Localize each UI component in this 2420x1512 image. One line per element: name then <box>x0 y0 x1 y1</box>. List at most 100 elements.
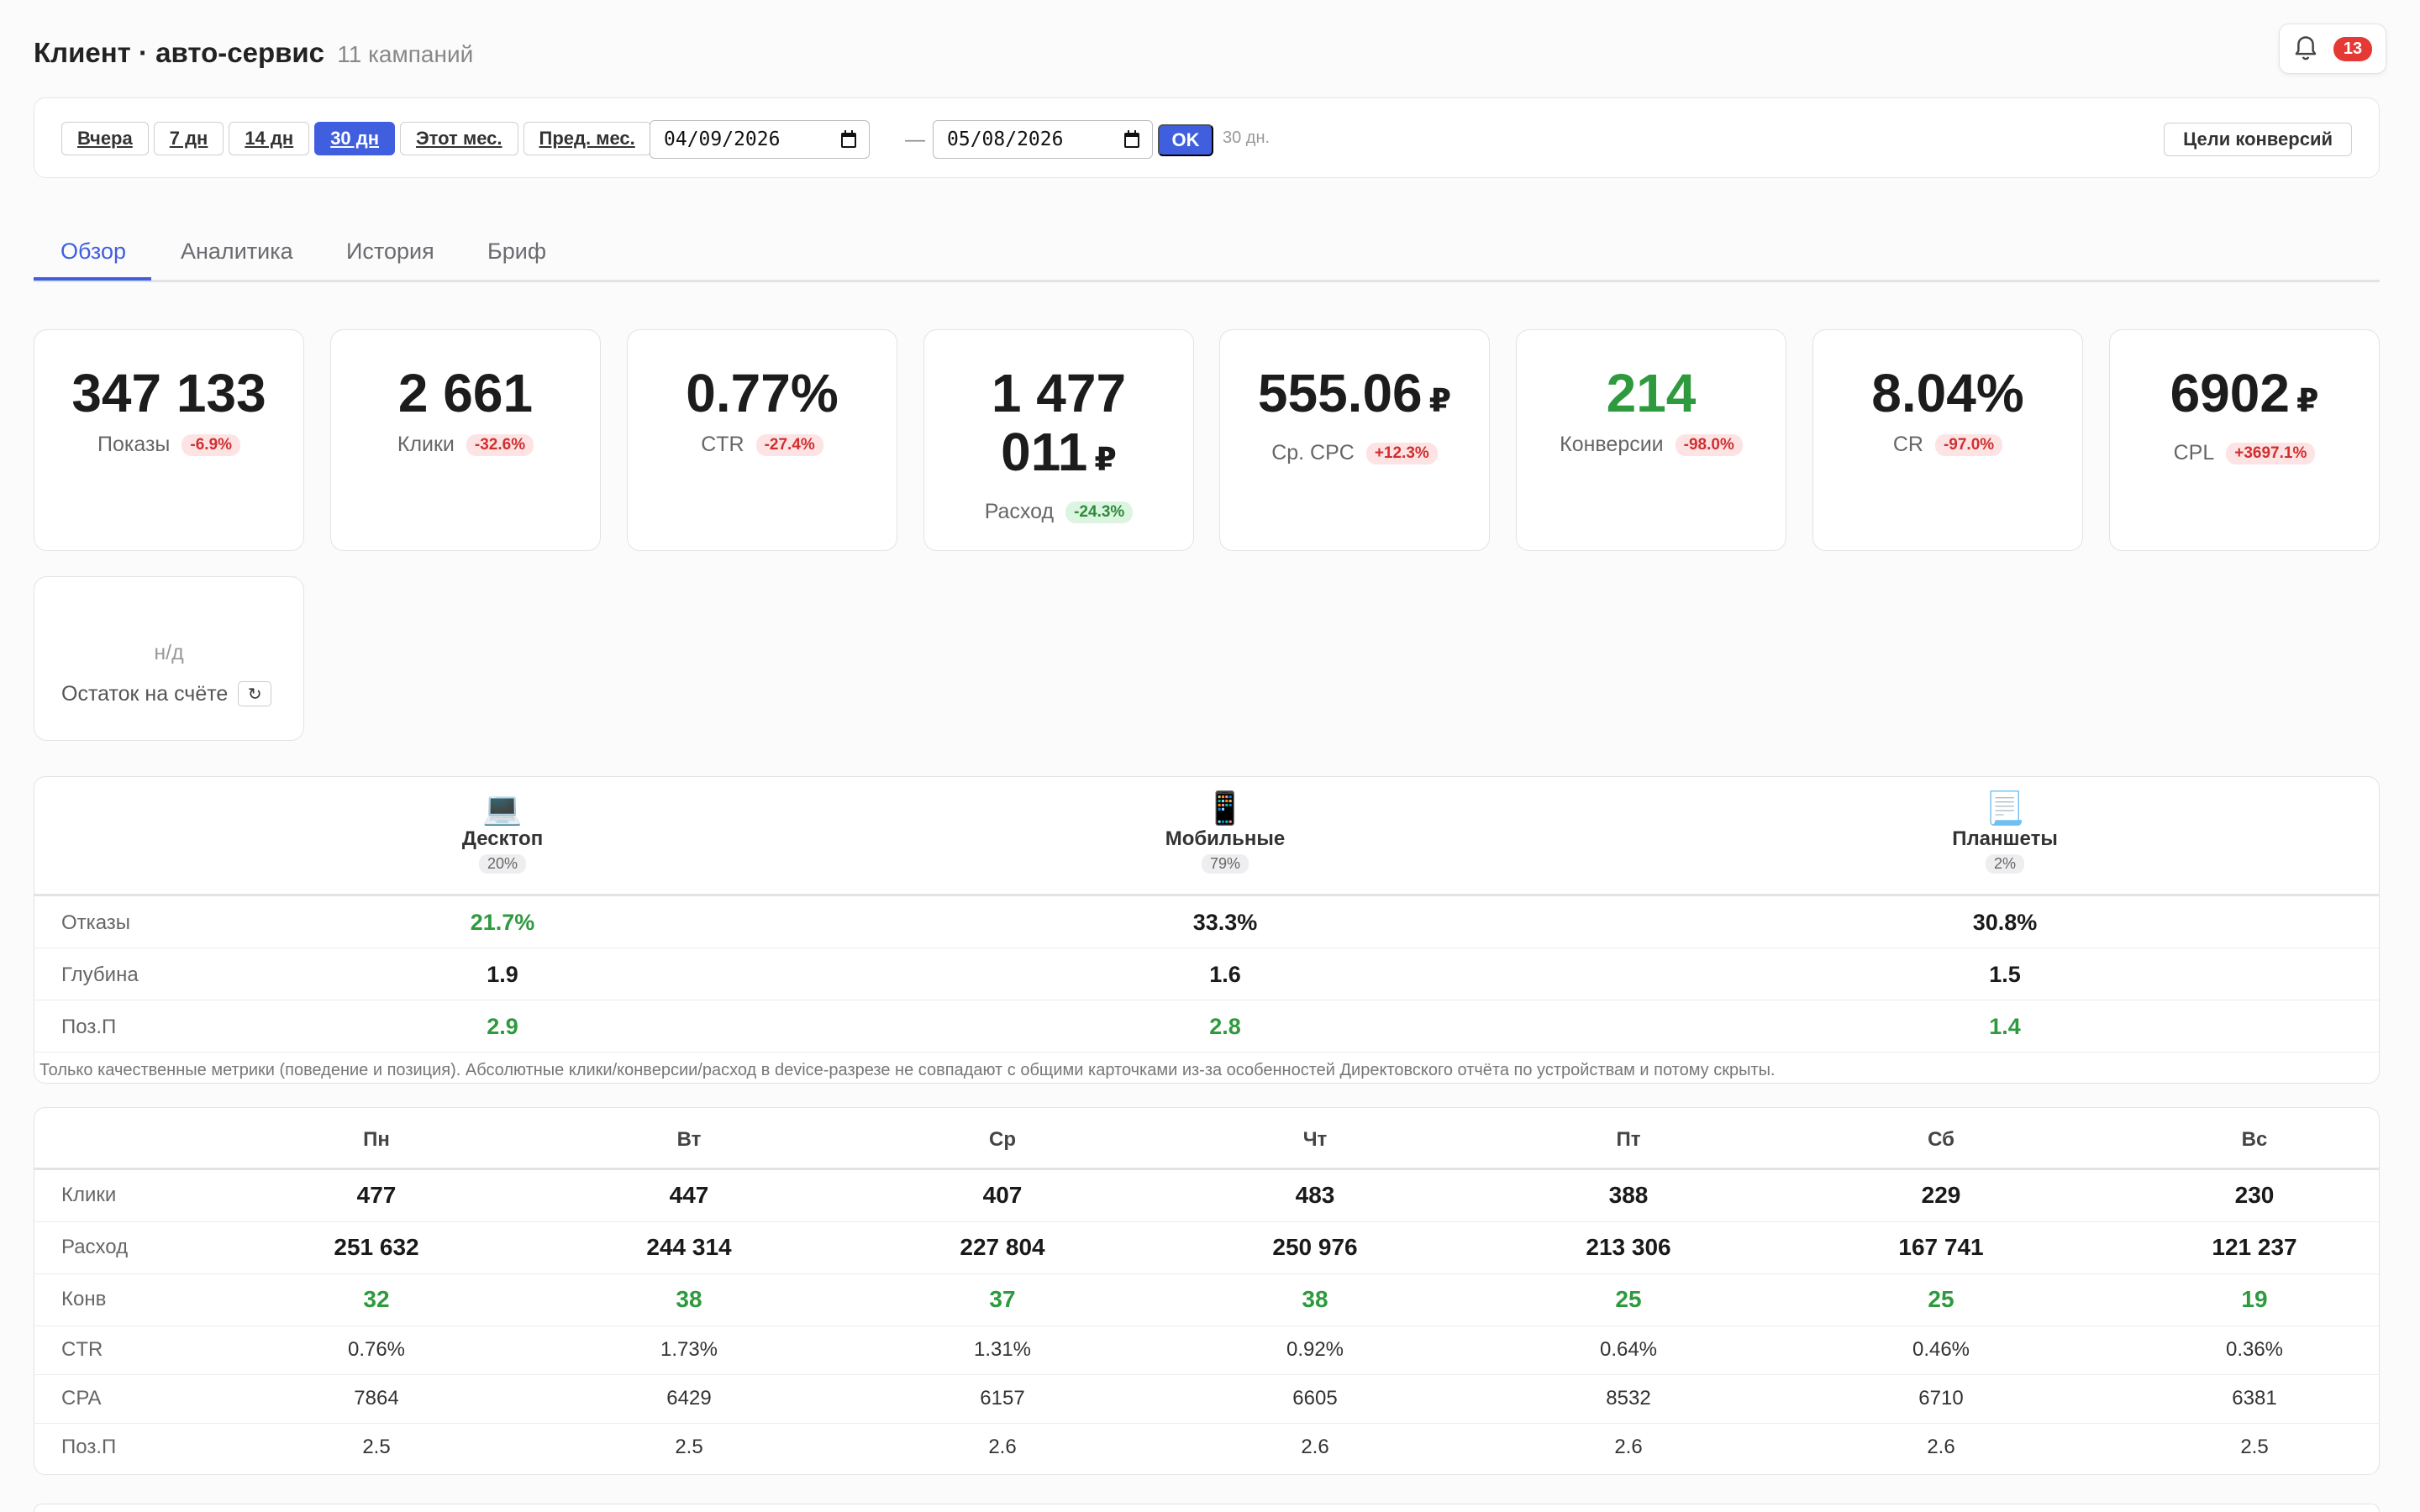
table-row: Отказы 21.7% 33.3% 30.8% <box>34 896 2379 948</box>
table-cell: 0.76% <box>347 1338 406 1361</box>
table-cell: 213 306 <box>1586 1234 1671 1260</box>
refresh-balance-button[interactable]: ↻ <box>238 681 272 706</box>
apply-dates-button[interactable]: OK <box>1158 124 1213 156</box>
weekday-label: Пт <box>1616 1128 1641 1151</box>
table-cell: 2.5 <box>2240 1436 2269 1458</box>
table-cell: 7864 <box>354 1387 399 1410</box>
kpi-value-line2: 011 <box>1001 422 1088 482</box>
ruble-sign: ₽ <box>1094 443 1117 478</box>
device-share-badge: 79% <box>1201 854 1249 874</box>
table-row: Поз.П 2.9 2.8 1.4 <box>34 1000 2379 1053</box>
kpi-value: 214 <box>1606 363 1697 423</box>
conversion-goals-button[interactable]: Цели конверсий <box>2164 123 2352 156</box>
bell-icon <box>2295 36 2317 60</box>
date-to-input[interactable]: 05/08/2026 <box>933 120 1153 159</box>
row-label: Расход <box>61 1236 129 1258</box>
table-row: CPA 7864 6429 6157 6605 8532 6710 6381 <box>34 1375 2379 1424</box>
range-14d-button[interactable]: 14 дн <box>229 122 310 155</box>
kpi-value-line1: 1 477 <box>991 363 1127 423</box>
campaign-count: 11 кампаний <box>337 41 474 67</box>
table-cell: 0.64% <box>1599 1338 1658 1361</box>
devices-note: Только качественные метрики (поведение и… <box>39 1061 1776 1079</box>
kpi-delta-badge: +3697.1% <box>2226 442 2316 465</box>
table-cell: 1.6 <box>1209 962 1241 987</box>
device-mobile: 📱 Мобильные 79% <box>1099 790 1351 874</box>
range-30d-button[interactable]: 30 дн <box>314 122 396 155</box>
kpi-card-cpl: 6902 ₽ CPL +3697.1% <box>2109 329 2380 551</box>
kpi-label: Конверсии <box>1560 433 1664 456</box>
kpi-delta-badge: -32.6% <box>466 433 534 456</box>
days-count: 30 дн. <box>1223 129 1270 147</box>
table-cell: 21.7% <box>470 910 535 935</box>
weekday-label: Сб <box>1928 1128 1954 1151</box>
main-tabs: Обзор Аналитика История Бриф <box>34 225 2380 282</box>
notifications-button[interactable]: 13 <box>2279 24 2386 74</box>
table-cell: 227 804 <box>960 1234 1045 1260</box>
row-label: CPA <box>61 1387 102 1410</box>
range-yesterday-button[interactable]: Вчера <box>61 122 149 155</box>
next-panel <box>34 1504 2380 1512</box>
tablet-icon: 📃 <box>1985 791 2025 827</box>
device-tablet: 📃 Планшеты 2% <box>1879 790 2131 874</box>
kpi-value: 2 661 <box>397 363 534 423</box>
kpi-label: Показы <box>97 433 171 456</box>
table-cell: 2.6 <box>1927 1436 1955 1458</box>
table-cell: 2.5 <box>675 1436 703 1458</box>
table-cell: 230 <box>2234 1182 2275 1208</box>
table-cell: 477 <box>356 1182 397 1208</box>
table-cell: 2.6 <box>1614 1436 1643 1458</box>
weekday-label: Вс <box>2241 1128 2268 1151</box>
kpi-label: CR <box>1892 433 1923 456</box>
table-cell: 0.36% <box>2225 1338 2284 1361</box>
table-cell: 407 <box>982 1182 1023 1208</box>
row-label: Глубина <box>61 963 139 986</box>
phone-icon: 📱 <box>1205 791 1245 827</box>
table-row: Конв 32 38 37 38 25 25 19 <box>34 1274 2379 1326</box>
table-row: Расход 251 632 244 314 227 804 250 976 213 30… <box>34 1222 2379 1274</box>
date-from-value: 04/09/2026 <box>664 129 781 150</box>
date-from-input[interactable]: 04/09/2026 <box>650 120 870 159</box>
range-prev-month-button[interactable]: Пред. мес. <box>523 122 651 155</box>
table-cell: 8532 <box>1606 1387 1651 1410</box>
kpi-delta-badge: -6.9% <box>182 433 241 456</box>
range-7d-button[interactable]: 7 дн <box>153 122 224 155</box>
device-share-badge: 20% <box>478 854 527 874</box>
tab-analytics[interactable]: Аналитика <box>181 239 293 264</box>
calendar-icon[interactable] <box>840 130 857 149</box>
table-cell: 6381 <box>2232 1387 2277 1410</box>
kpi-card-spend: 1 477 011 ₽ Расход -24.3% <box>923 329 1194 551</box>
device-name: Десктоп <box>461 827 544 850</box>
ruble-sign: ₽ <box>1428 384 1452 419</box>
device-name: Планшеты <box>1952 827 2058 850</box>
device-share-badge: 2% <box>1985 854 2024 874</box>
device-name: Мобильные <box>1165 827 1286 850</box>
table-cell: 37 <box>989 1286 1016 1312</box>
kpi-label: CTR <box>701 433 744 456</box>
table-cell: 1.73% <box>660 1338 718 1361</box>
table-cell: 2.9 <box>487 1014 518 1039</box>
table-cell: 1.4 <box>1989 1014 2021 1039</box>
table-cell: 0.92% <box>1286 1338 1344 1361</box>
tab-brief[interactable]: Бриф <box>487 239 547 264</box>
table-cell: 33.3% <box>1192 910 1258 935</box>
date-to-value: 05/08/2026 <box>947 129 1064 150</box>
weekday-label: Пн <box>363 1128 390 1151</box>
page-title: Клиент · авто-сервис 11 кампаний <box>34 37 473 69</box>
table-cell: 38 <box>676 1286 702 1312</box>
tab-history[interactable]: История <box>346 239 434 264</box>
table-cell: 19 <box>2241 1286 2268 1312</box>
kpi-value: 1 477 011 ₽ <box>924 364 1193 490</box>
table-cell: 229 <box>1921 1182 1961 1208</box>
range-this-month-button[interactable]: Этот мес. <box>400 122 518 155</box>
table-cell: 1.5 <box>1989 962 2021 987</box>
kpi-card-ctr: 0.77% CTR -27.4% <box>627 329 897 551</box>
table-cell: 25 <box>1615 1286 1642 1312</box>
active-tab-indicator <box>34 277 151 281</box>
tab-overview[interactable]: Обзор <box>60 239 126 264</box>
table-row: Глубина 1.9 1.6 1.5 <box>34 948 2379 1000</box>
calendar-icon[interactable] <box>1123 130 1140 149</box>
weekday-label: Вт <box>676 1128 702 1151</box>
ruble-sign: ₽ <box>2296 384 2319 419</box>
table-cell: 251 632 <box>334 1234 419 1260</box>
table-cell: 30.8% <box>1972 910 2038 935</box>
